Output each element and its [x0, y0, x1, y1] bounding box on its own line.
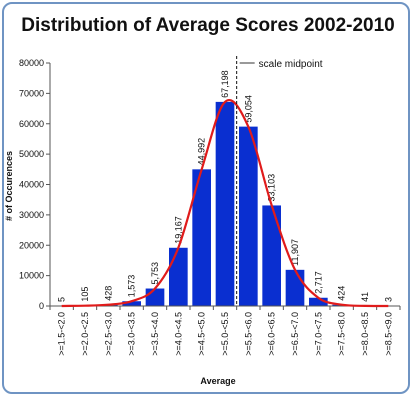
- data-label: 5: [57, 297, 67, 302]
- data-label: 59,054: [243, 95, 253, 123]
- data-label: 424: [337, 286, 347, 301]
- y-tick-label: 40000: [19, 180, 44, 190]
- x-tick-label: >=3.0-<3.5: [127, 312, 137, 356]
- x-tick-marks: [49, 306, 401, 310]
- x-tick-label: >=4.0-<4.5: [173, 312, 183, 356]
- bar: [309, 297, 328, 306]
- y-tick-label: 70000: [19, 88, 44, 98]
- x-tick-label: >=8.5-<9.0: [383, 312, 393, 356]
- bar: [285, 269, 305, 306]
- scale-midpoint-label: scale midpoint: [259, 59, 323, 70]
- data-label: 428: [103, 286, 113, 301]
- x-tick-labels: >=1.5-<2.0 >=2.0-<2.5 >=2.5-<3.0 >=3.0-<3.5…: [57, 312, 394, 356]
- data-label: 5,753: [150, 262, 160, 285]
- bars: [52, 101, 398, 306]
- data-label: 44,992: [197, 138, 207, 166]
- y-tick-label: 0: [39, 301, 44, 311]
- bar: [215, 101, 235, 306]
- bar: [192, 169, 211, 306]
- x-tick-label: >=5.5-<6.0: [243, 312, 253, 356]
- bar: [145, 288, 165, 306]
- data-label: 1,573: [127, 275, 137, 298]
- data-label: 11,907: [290, 239, 300, 266]
- x-tick-label: >=2.5-<3.0: [103, 312, 113, 356]
- chart-title: Distribution of Average Scores 2002-2010: [21, 15, 394, 36]
- x-tick-label: >=2.0-<2.5: [80, 312, 90, 356]
- normal-curve: [61, 99, 389, 308]
- y-axis-label: # of Occurences: [4, 151, 14, 221]
- y-tick-label: 50000: [19, 149, 44, 159]
- data-label: 2,717: [313, 271, 323, 294]
- x-tick-label: >=3.5-<4.0: [150, 312, 160, 356]
- x-tick-label: >=5.0-<5.5: [220, 312, 230, 356]
- y-tick-marks: [46, 62, 50, 307]
- bar: [169, 247, 188, 306]
- data-label: 41: [360, 292, 370, 302]
- x-tick-label: >=7.5-<8.0: [337, 312, 347, 356]
- y-tick-labels: 0 10000 20000 30000 40000 50000 60000 70000 8000…: [19, 58, 44, 311]
- x-tick-label: >=6.0-<6.5: [267, 312, 277, 356]
- bar: [262, 205, 281, 306]
- y-tick-label: 60000: [19, 119, 44, 129]
- x-tick-label: >=6.5-<7.0: [290, 312, 300, 356]
- x-tick-label: >=1.5-<2.0: [57, 312, 67, 356]
- y-tick-label: 30000: [19, 210, 44, 220]
- y-tick-label: 10000: [19, 271, 44, 281]
- x-tick-label: >=4.5-<5.0: [197, 312, 207, 356]
- x-tick-label: >=7.0-<7.5: [313, 312, 323, 356]
- data-label: 33,103: [267, 174, 277, 202]
- bar: [122, 301, 141, 306]
- data-label: 19,167: [173, 216, 183, 244]
- y-tick-label: 80000: [19, 58, 44, 68]
- bar: [239, 126, 258, 306]
- x-axis-label: Average: [200, 376, 235, 386]
- data-label: 105: [80, 287, 90, 302]
- data-label: 67,198: [220, 70, 230, 98]
- data-label: 3: [383, 297, 393, 302]
- x-tick-label: >=8.0-<8.5: [360, 312, 370, 356]
- y-tick-label: 20000: [19, 240, 44, 250]
- data-labels: 5 105 428 1,573 5,753 19,167 44,992 67,198 59,05…: [57, 70, 394, 302]
